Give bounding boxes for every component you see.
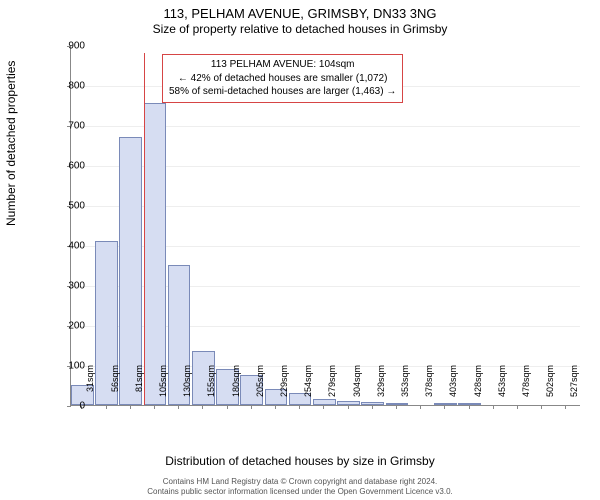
xtick-mark bbox=[565, 405, 566, 409]
xtick-label: 254sqm bbox=[303, 365, 313, 411]
ytick-label: 200 bbox=[45, 321, 85, 332]
bar bbox=[144, 103, 167, 405]
ytick-label: 600 bbox=[45, 161, 85, 172]
xtick-mark bbox=[420, 405, 421, 409]
xtick-label: 31sqm bbox=[85, 365, 95, 411]
xtick-label: 155sqm bbox=[206, 365, 216, 411]
xtick-label: 353sqm bbox=[400, 365, 410, 411]
xtick-mark bbox=[372, 405, 373, 409]
xtick-mark bbox=[154, 405, 155, 409]
xtick-mark bbox=[517, 405, 518, 409]
xtick-label: 502sqm bbox=[545, 365, 555, 411]
ytick-label: 0 bbox=[45, 401, 85, 412]
xtick-mark bbox=[493, 405, 494, 409]
annotation-line: 58% of semi-detached houses are larger (… bbox=[169, 85, 396, 99]
xtick-mark bbox=[541, 405, 542, 409]
xtick-label: 527sqm bbox=[569, 365, 579, 411]
xtick-label: 130sqm bbox=[182, 365, 192, 411]
xtick-label: 453sqm bbox=[497, 365, 507, 411]
xtick-label: 279sqm bbox=[327, 365, 337, 411]
xtick-mark bbox=[275, 405, 276, 409]
annotation-line: ← 42% of detached houses are smaller (1,… bbox=[169, 72, 396, 86]
annotation-box: 113 PELHAM AVENUE: 104sqm← 42% of detach… bbox=[162, 54, 403, 103]
xtick-label: 180sqm bbox=[231, 365, 241, 411]
footer: Contains HM Land Registry data © Crown c… bbox=[0, 477, 600, 497]
y-axis-label: Number of detached properties bbox=[4, 61, 18, 226]
annotation-line: 113 PELHAM AVENUE: 104sqm bbox=[169, 58, 396, 72]
xtick-label: 105sqm bbox=[158, 365, 168, 411]
xtick-label: 378sqm bbox=[424, 365, 434, 411]
xtick-mark bbox=[348, 405, 349, 409]
ytick-label: 800 bbox=[45, 81, 85, 92]
xtick-mark bbox=[323, 405, 324, 409]
chart-subtitle: Size of property relative to detached ho… bbox=[0, 21, 600, 36]
xtick-mark bbox=[178, 405, 179, 409]
xtick-mark bbox=[396, 405, 397, 409]
ytick-label: 300 bbox=[45, 281, 85, 292]
page-title: 113, PELHAM AVENUE, GRIMSBY, DN33 3NG bbox=[0, 0, 600, 21]
indicator-line bbox=[144, 53, 145, 405]
xtick-label: 56sqm bbox=[110, 365, 120, 411]
xtick-label: 403sqm bbox=[448, 365, 458, 411]
xtick-mark bbox=[251, 405, 252, 409]
xtick-mark bbox=[299, 405, 300, 409]
footer-line-2: Contains public sector information licen… bbox=[0, 487, 600, 497]
ytick-label: 900 bbox=[45, 41, 85, 52]
xtick-label: 81sqm bbox=[134, 365, 144, 411]
xtick-mark bbox=[444, 405, 445, 409]
xtick-label: 478sqm bbox=[521, 365, 531, 411]
chart-container: 113, PELHAM AVENUE, GRIMSBY, DN33 3NG Si… bbox=[0, 0, 600, 500]
xtick-label: 304sqm bbox=[352, 365, 362, 411]
x-axis-label: Distribution of detached houses by size … bbox=[0, 454, 600, 468]
xtick-label: 329sqm bbox=[376, 365, 386, 411]
footer-line-1: Contains HM Land Registry data © Crown c… bbox=[0, 477, 600, 487]
xtick-mark bbox=[469, 405, 470, 409]
ytick-label: 500 bbox=[45, 201, 85, 212]
xtick-label: 229sqm bbox=[279, 365, 289, 411]
ytick-label: 700 bbox=[45, 121, 85, 132]
xtick-mark bbox=[227, 405, 228, 409]
xtick-label: 428sqm bbox=[473, 365, 483, 411]
ytick-label: 400 bbox=[45, 241, 85, 252]
xtick-mark bbox=[106, 405, 107, 409]
chart-area: 31sqm56sqm81sqm105sqm130sqm155sqm180sqm2… bbox=[70, 46, 580, 406]
ytick-label: 100 bbox=[45, 361, 85, 372]
xtick-mark bbox=[130, 405, 131, 409]
xtick-mark bbox=[202, 405, 203, 409]
xtick-label: 205sqm bbox=[255, 365, 265, 411]
